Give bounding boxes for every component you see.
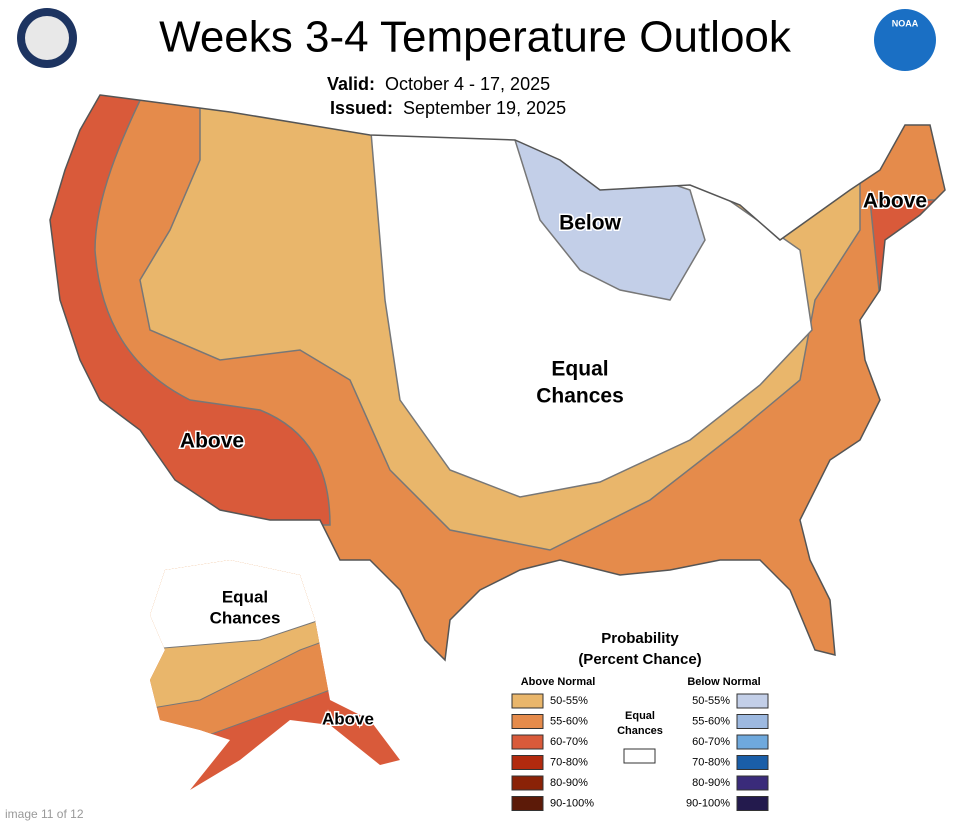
ak-equal bbox=[150, 560, 400, 651]
ak-label-chances: Chances bbox=[210, 608, 281, 627]
above-range: 55-60% bbox=[550, 715, 588, 727]
above-range: 80-90% bbox=[550, 777, 588, 789]
below-swatch bbox=[736, 775, 769, 791]
legend-subtitle: (Percent Chance) bbox=[578, 651, 701, 668]
below-swatch bbox=[736, 755, 769, 770]
below-range: 90-100% bbox=[686, 797, 730, 809]
above-heading: Above Normal bbox=[521, 676, 596, 688]
label-above-ne: Above bbox=[863, 190, 927, 213]
equal-label: Equal bbox=[625, 710, 655, 722]
valid-label: Valid: bbox=[327, 74, 375, 94]
below-range: 60-70% bbox=[692, 736, 730, 748]
label-below: Below bbox=[559, 212, 622, 235]
label-equal: Equal bbox=[551, 358, 608, 381]
label-above-sw: Above bbox=[180, 430, 244, 453]
above-swatch bbox=[511, 796, 544, 811]
ak-label-above: Above bbox=[322, 709, 374, 728]
conus-map bbox=[50, 95, 945, 660]
image-counter: image 11 of 12 bbox=[5, 807, 84, 821]
above-swatch bbox=[511, 714, 544, 729]
above-range: 70-80% bbox=[550, 756, 588, 768]
legend-title: Probability bbox=[601, 630, 679, 647]
above-range: 50-55% bbox=[550, 695, 588, 707]
above-swatch bbox=[511, 775, 544, 791]
above-range: 90-100% bbox=[550, 797, 594, 809]
equal-swatch bbox=[623, 748, 656, 764]
below-swatch bbox=[736, 734, 769, 750]
above-swatch bbox=[511, 734, 544, 750]
alaska-map bbox=[150, 560, 400, 790]
below-range: 50-55% bbox=[692, 695, 730, 707]
equal-label-2: Chances bbox=[617, 725, 663, 737]
conus-outline bbox=[49, 94, 946, 662]
below-swatch bbox=[736, 693, 769, 709]
issued-label: Issued: bbox=[330, 98, 393, 118]
issued-date: September 19, 2025 bbox=[403, 98, 566, 118]
below-range: 55-60% bbox=[692, 715, 730, 727]
above-swatch bbox=[511, 755, 544, 770]
noaa-logo bbox=[874, 9, 936, 71]
noaa-logo-text: NOAA bbox=[892, 18, 919, 28]
above-range: 60-70% bbox=[550, 736, 588, 748]
commerce-seal-inner bbox=[25, 16, 69, 60]
valid-dates: October 4 - 17, 2025 bbox=[385, 74, 550, 94]
ak-label-equal: Equal bbox=[222, 587, 268, 606]
title: Weeks 3-4 Temperature Outlook bbox=[159, 13, 792, 62]
label-chances: Chances bbox=[536, 385, 624, 408]
below-swatch bbox=[736, 714, 769, 729]
legend: Probability (Percent Chance) Above Norma… bbox=[511, 630, 769, 811]
below-range: 80-90% bbox=[692, 777, 730, 789]
below-swatch bbox=[736, 796, 769, 811]
below-heading: Below Normal bbox=[687, 676, 760, 688]
below-range: 70-80% bbox=[692, 756, 730, 768]
above-swatch bbox=[511, 693, 544, 709]
